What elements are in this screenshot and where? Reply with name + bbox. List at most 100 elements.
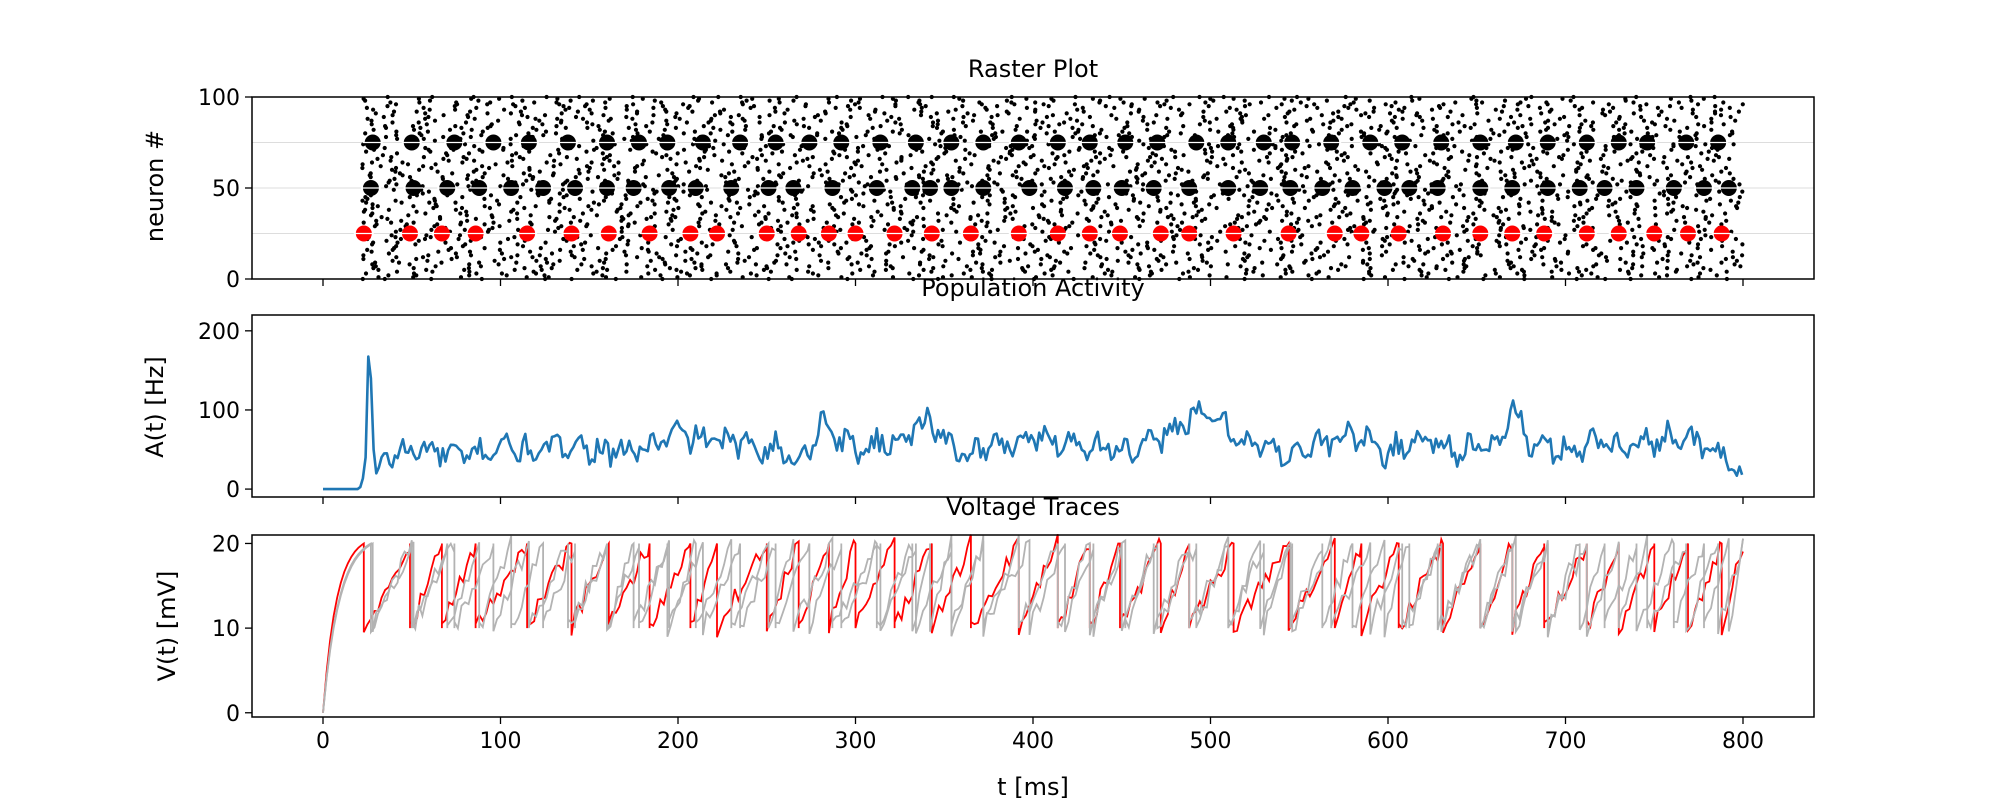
spike-dot [398, 227, 403, 232]
spike-dot [1038, 125, 1043, 130]
spike-dot [1336, 131, 1341, 136]
spike-dot [1268, 176, 1273, 181]
spike-dot [567, 207, 572, 212]
spike-dot [1556, 222, 1561, 227]
spike-dot [1246, 204, 1251, 209]
spike-dot [1436, 104, 1442, 109]
spike-dot [1164, 125, 1169, 130]
spike-dot [1287, 109, 1292, 114]
spike-dot [1197, 242, 1202, 247]
voltage-traces-title: Voltage Traces [946, 493, 1120, 521]
spike-dot [1680, 204, 1685, 209]
spike-dot [373, 260, 378, 265]
spike-dot [759, 220, 764, 225]
spike-dot [580, 247, 585, 252]
spike-dot [1214, 116, 1219, 121]
spike-dot [734, 200, 740, 205]
spike-dot [1387, 153, 1392, 158]
spike-dot [1017, 116, 1022, 121]
spike-dot [1104, 134, 1109, 140]
spike-dot [1036, 213, 1041, 218]
spike-dot [515, 216, 520, 221]
spike-dot [1172, 244, 1177, 249]
spike-dot [1364, 169, 1369, 174]
spike-dot [1544, 100, 1549, 105]
spike-dot [1577, 113, 1582, 118]
spike-dot [1518, 196, 1523, 201]
spike-dot [1146, 204, 1151, 209]
spike-dot [855, 149, 861, 154]
spike-dot [1046, 124, 1051, 129]
spike-dot [1240, 227, 1245, 232]
spike-dot [996, 160, 1001, 165]
spike-dot [1052, 222, 1057, 227]
spike-dot [1717, 189, 1722, 194]
spike-dot [616, 160, 621, 165]
spike-dot [1730, 255, 1735, 260]
spike-dot [927, 136, 932, 141]
spike-dot [1063, 160, 1068, 165]
spike-dot [1202, 173, 1207, 178]
spike-dot [1509, 155, 1514, 160]
spike-dot [1737, 182, 1742, 187]
spike-dot [1244, 267, 1249, 272]
spike-dot [1305, 138, 1310, 143]
spike-dot [1471, 211, 1476, 216]
spike-dot [1300, 151, 1305, 156]
spike-dot [492, 258, 497, 263]
spike-dot [1518, 113, 1523, 118]
spike-dot [1380, 244, 1385, 249]
spike-dot [1280, 218, 1285, 223]
spike-dot [1662, 242, 1667, 247]
spike-dot [959, 187, 964, 192]
spike-dot [1639, 273, 1644, 278]
spike-dot [759, 133, 764, 138]
spike-dot [1269, 191, 1274, 196]
spike-dot [1223, 249, 1228, 254]
spike-dot [1383, 102, 1388, 107]
spike-dot [921, 236, 926, 242]
spike-dot [971, 200, 976, 205]
spike-dot [1522, 165, 1527, 171]
spike-dot [1210, 149, 1215, 154]
spike-dot [663, 235, 668, 240]
spike-dot [1721, 122, 1726, 127]
spike-dot [1246, 136, 1251, 141]
spike-dot [1349, 144, 1354, 149]
spike-dot [482, 222, 487, 227]
spike-dot [654, 189, 659, 194]
spike-dot [727, 149, 732, 154]
spike-dot [477, 147, 482, 152]
spike-dot [864, 238, 869, 243]
spike-dot [1505, 258, 1510, 263]
spike-dot [1014, 175, 1019, 180]
spike-dot [623, 193, 628, 198]
spike-dot [427, 107, 432, 112]
spike-dot [797, 222, 802, 227]
spike-dot [675, 151, 680, 156]
spike-dot [1030, 205, 1036, 211]
spike-dot [1243, 271, 1249, 276]
spike-dot [373, 111, 378, 116]
spike-dot [404, 222, 409, 227]
spike-dot [1572, 204, 1577, 209]
spike-dot [1180, 111, 1185, 116]
y-tick-label: 100 [198, 399, 240, 424]
spike-dot [1282, 175, 1287, 180]
spike-dot [1457, 187, 1462, 192]
spike-dot [852, 216, 857, 221]
spike-dot [509, 158, 514, 163]
spike-dot [383, 124, 388, 129]
spike-dot [819, 244, 824, 249]
spike-dot [1708, 267, 1713, 272]
spike-dot [856, 100, 861, 105]
spike-dot [1010, 147, 1015, 152]
spike-dot [730, 129, 735, 134]
spike-dot [399, 200, 404, 205]
spike-dot [986, 164, 991, 169]
spike-dot [1284, 120, 1289, 125]
spike-dot [1009, 100, 1014, 105]
spike-dot [1420, 218, 1425, 223]
spike-dot [1700, 167, 1705, 172]
spike-dot [1227, 105, 1232, 110]
